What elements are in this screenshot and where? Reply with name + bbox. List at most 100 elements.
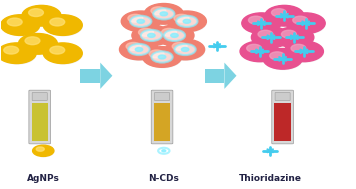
Circle shape	[45, 44, 82, 64]
Text: Thioridazine: Thioridazine	[239, 174, 302, 183]
Circle shape	[144, 4, 183, 24]
Circle shape	[132, 25, 171, 46]
FancyBboxPatch shape	[275, 92, 290, 101]
Circle shape	[142, 47, 182, 67]
Circle shape	[168, 40, 205, 60]
Circle shape	[275, 27, 314, 48]
Circle shape	[162, 28, 177, 36]
Circle shape	[176, 16, 198, 27]
Circle shape	[240, 41, 279, 62]
Circle shape	[19, 33, 57, 54]
Circle shape	[270, 52, 284, 60]
Circle shape	[171, 33, 178, 37]
Circle shape	[151, 51, 173, 63]
Circle shape	[141, 30, 162, 41]
FancyBboxPatch shape	[29, 90, 51, 144]
Circle shape	[2, 16, 40, 36]
Circle shape	[263, 49, 302, 69]
Circle shape	[172, 43, 187, 50]
Circle shape	[247, 44, 262, 52]
Circle shape	[45, 16, 82, 36]
Circle shape	[137, 19, 145, 23]
Circle shape	[162, 150, 166, 152]
Circle shape	[291, 44, 306, 52]
Circle shape	[148, 33, 155, 37]
Circle shape	[7, 18, 22, 26]
Circle shape	[138, 28, 153, 36]
Circle shape	[157, 26, 194, 46]
Circle shape	[0, 43, 36, 64]
Circle shape	[1, 15, 40, 35]
Circle shape	[272, 9, 286, 16]
Circle shape	[244, 14, 281, 34]
Circle shape	[34, 146, 54, 156]
Circle shape	[258, 30, 273, 38]
Text: AgNPs: AgNPs	[27, 174, 60, 183]
Circle shape	[149, 50, 164, 58]
Circle shape	[43, 15, 82, 35]
Circle shape	[121, 40, 158, 60]
FancyBboxPatch shape	[274, 103, 291, 141]
Circle shape	[129, 44, 150, 55]
Circle shape	[282, 30, 296, 38]
Circle shape	[284, 41, 323, 62]
Circle shape	[145, 48, 182, 68]
Circle shape	[286, 13, 325, 33]
Circle shape	[242, 42, 279, 62]
FancyBboxPatch shape	[80, 69, 100, 83]
Circle shape	[146, 5, 183, 24]
Circle shape	[151, 7, 166, 15]
Circle shape	[181, 47, 189, 51]
Circle shape	[158, 55, 166, 59]
Circle shape	[277, 28, 314, 48]
Circle shape	[248, 16, 263, 24]
Polygon shape	[224, 63, 236, 89]
Circle shape	[4, 46, 19, 54]
Circle shape	[166, 39, 205, 60]
Circle shape	[183, 19, 190, 23]
Circle shape	[174, 44, 196, 55]
Circle shape	[22, 5, 61, 26]
Text: N-CDs: N-CDs	[148, 174, 179, 183]
Circle shape	[50, 18, 65, 26]
FancyBboxPatch shape	[32, 103, 48, 141]
Circle shape	[265, 5, 304, 26]
Circle shape	[134, 26, 171, 46]
Polygon shape	[100, 63, 112, 89]
Circle shape	[242, 13, 281, 33]
Circle shape	[123, 12, 160, 32]
Circle shape	[130, 16, 151, 27]
Circle shape	[43, 43, 82, 64]
Circle shape	[293, 16, 308, 24]
Circle shape	[265, 50, 302, 70]
Circle shape	[135, 47, 143, 51]
Circle shape	[153, 8, 174, 19]
Circle shape	[20, 35, 57, 54]
Circle shape	[155, 25, 194, 46]
Circle shape	[126, 43, 141, 50]
Circle shape	[169, 12, 206, 32]
FancyBboxPatch shape	[154, 103, 170, 141]
Circle shape	[120, 39, 158, 60]
Circle shape	[50, 46, 65, 54]
FancyBboxPatch shape	[205, 69, 224, 83]
Circle shape	[158, 148, 169, 154]
Circle shape	[128, 14, 143, 22]
Circle shape	[25, 37, 40, 45]
FancyBboxPatch shape	[151, 90, 173, 144]
Circle shape	[160, 12, 168, 16]
Circle shape	[286, 42, 323, 62]
Circle shape	[251, 27, 290, 48]
FancyBboxPatch shape	[32, 92, 47, 101]
FancyBboxPatch shape	[272, 90, 293, 144]
Circle shape	[253, 28, 290, 48]
Circle shape	[267, 7, 304, 26]
Circle shape	[167, 11, 206, 32]
Circle shape	[36, 147, 44, 151]
Circle shape	[174, 14, 189, 22]
Circle shape	[288, 14, 325, 34]
Circle shape	[28, 9, 43, 16]
Circle shape	[121, 11, 160, 32]
Circle shape	[24, 7, 61, 26]
Circle shape	[0, 44, 36, 64]
